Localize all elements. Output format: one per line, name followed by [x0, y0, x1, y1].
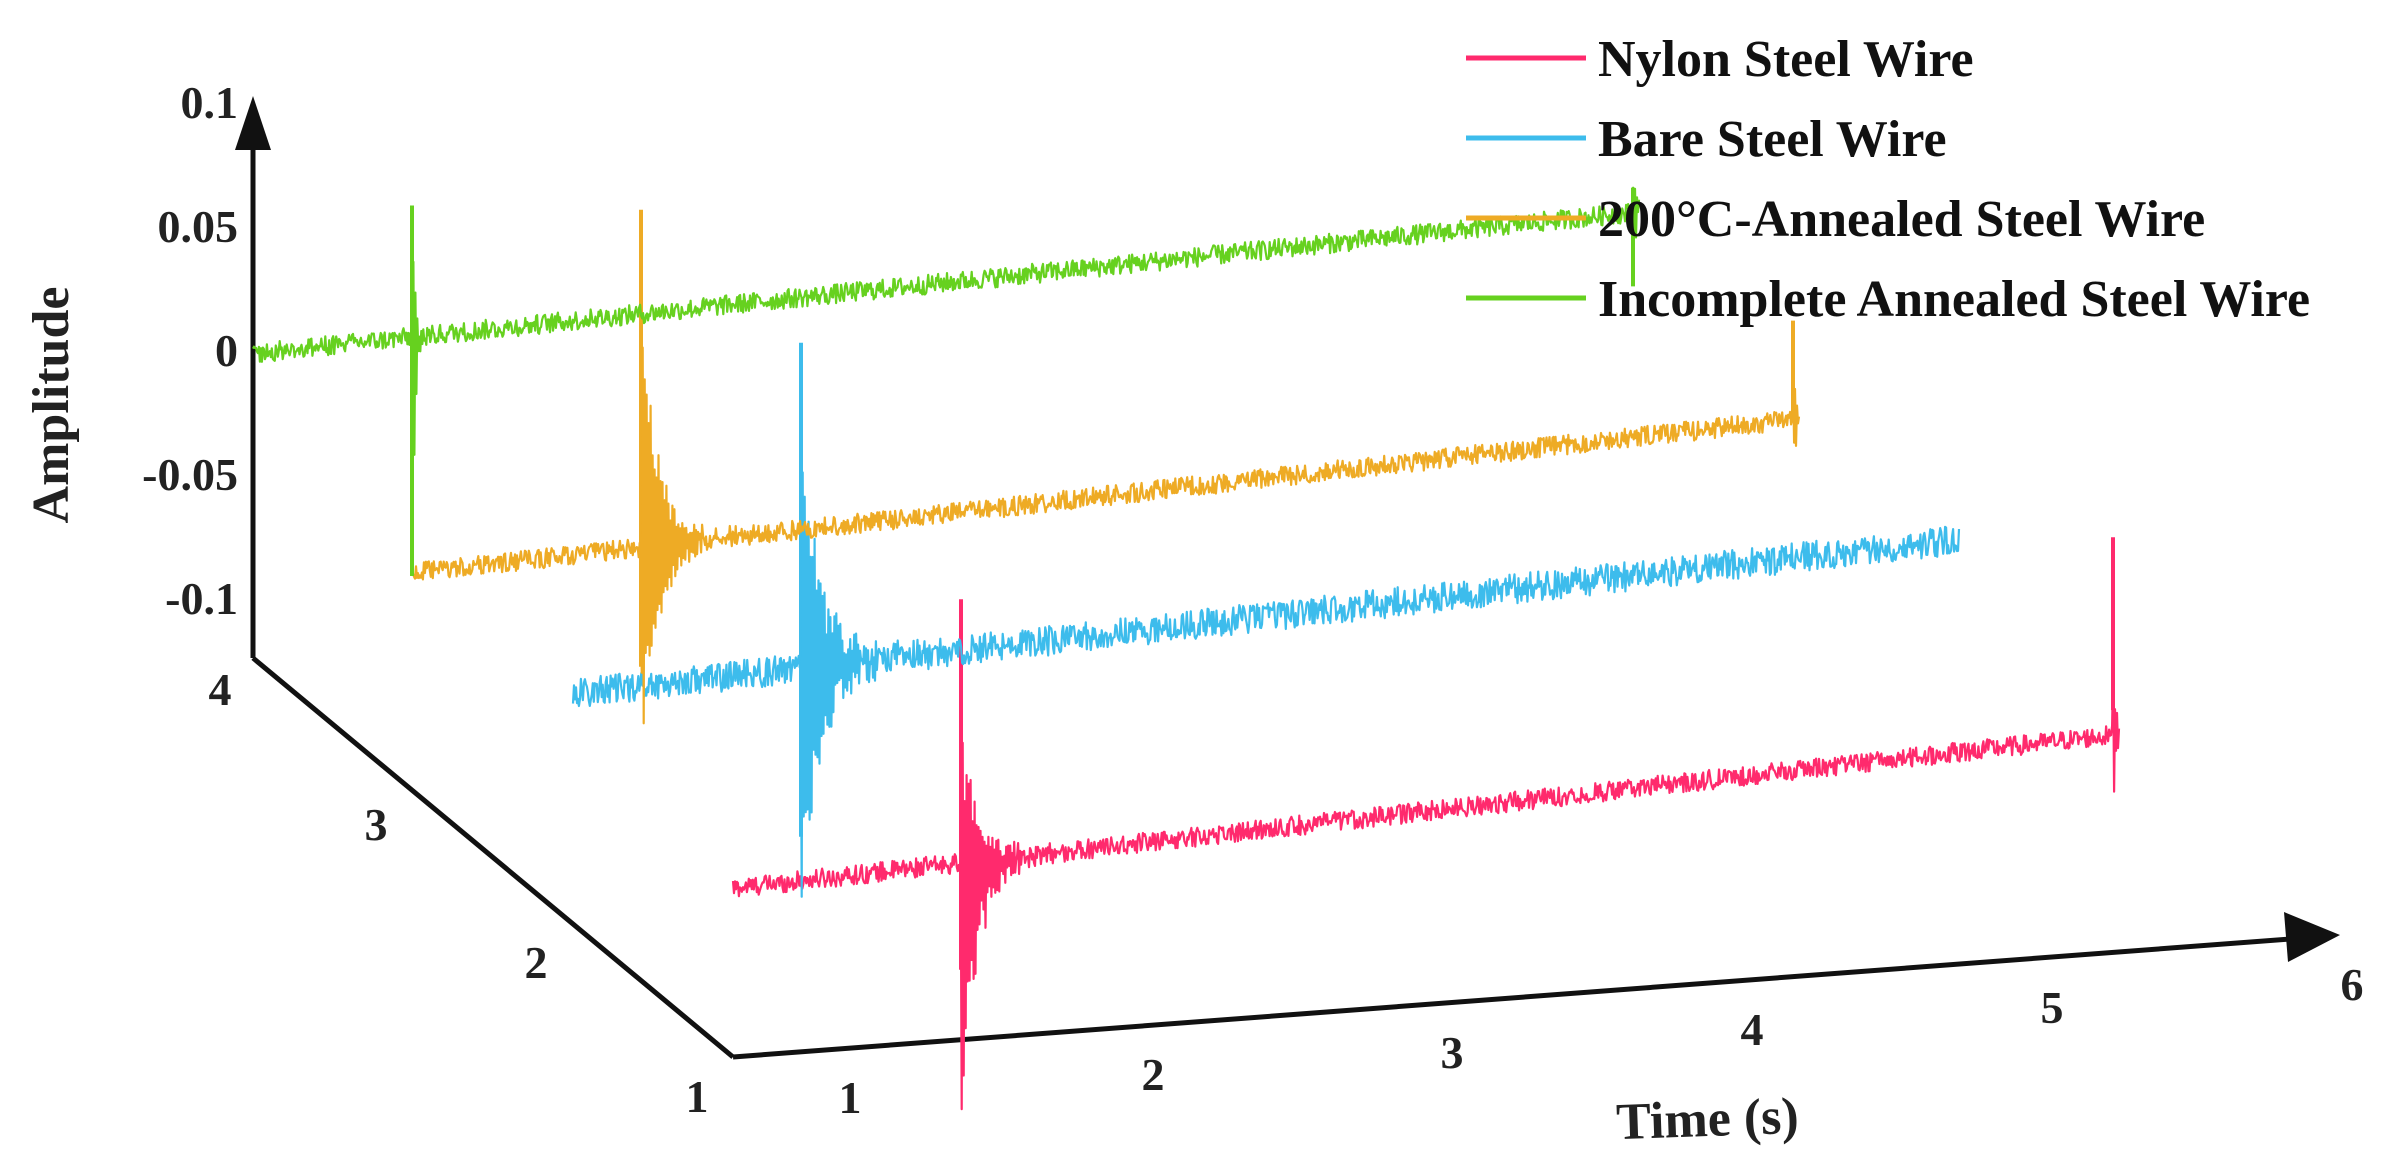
z-tick-label: 3 — [365, 799, 388, 850]
z-tick-label: 1 — [686, 1071, 709, 1122]
x-tick-label: 2 — [1142, 1049, 1165, 1100]
x-tick-label: 5 — [2041, 982, 2064, 1033]
y-tick-label: 0 — [215, 325, 238, 376]
x-tick-label: 6 — [2341, 959, 2364, 1010]
y-axis-title: Amplitude — [23, 287, 80, 524]
y-tick-label: -0.05 — [142, 449, 238, 500]
x-axis-title: Time (s) — [1615, 1088, 1799, 1151]
axes — [235, 96, 2340, 1060]
legend-label-nylon: Nylon Steel Wire — [1598, 31, 1974, 88]
series-line-4 — [252, 186, 1641, 471]
series-line-1 — [731, 666, 2121, 1111]
series-lines — [252, 186, 2121, 1111]
z-tick-label: 2 — [525, 937, 548, 988]
tick-labels: 0.1 0.05 0 -0.05 -0.1 4 3 2 1 1 2 3 4 5 … — [142, 77, 2363, 1123]
depth-axis-line — [251, 656, 735, 1059]
x-tick-label: 4 — [1741, 1004, 1764, 1055]
legend-label-incomplete: Incomplete Annealed Steel Wire — [1598, 271, 2310, 328]
legend-label-annealed-200: 200°C-Annealed Steel Wire — [1598, 191, 2205, 248]
amplitude-axis-arrow — [235, 96, 271, 150]
y-tick-label: 0.05 — [158, 201, 239, 252]
time-axis-line — [732, 936, 2291, 1060]
time-axis-arrow — [2284, 912, 2340, 962]
x-tick-label: 1 — [839, 1072, 862, 1123]
axis-titles: Amplitude Time (s) — [23, 287, 1800, 1152]
y-tick-label: 0.1 — [181, 77, 239, 128]
legend-label-bare: Bare Steel Wire — [1598, 111, 1947, 168]
series-line-3 — [411, 346, 1801, 725]
x-tick-label: 3 — [1441, 1027, 1464, 1078]
series-line-2 — [571, 471, 1961, 898]
z-tick-label: 4 — [209, 664, 232, 715]
y-tick-label: -0.1 — [165, 573, 238, 624]
legend: Nylon Steel Wire Bare Steel Wire 200°C-A… — [1466, 31, 2310, 328]
